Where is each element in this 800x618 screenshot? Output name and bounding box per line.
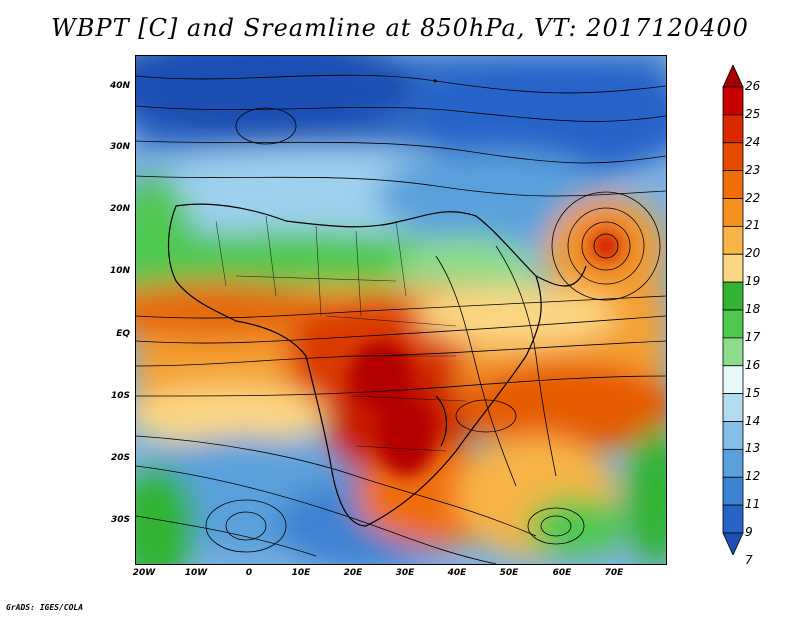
map-title: WBPT [C] and Sreamline at 850hPa, VT: 20… (51, 14, 749, 42)
colorbar-swatch (722, 170, 744, 199)
lon-label-20e: 20E (343, 568, 363, 578)
colorbar-label: 20 (745, 246, 761, 260)
colorbar-label: 24 (745, 135, 761, 149)
lat-label-40n: 40N (109, 81, 130, 91)
colorbar-cap-top (722, 65, 744, 88)
lon-label-0: 0 (245, 568, 253, 578)
colorbar-swatch (722, 253, 744, 283)
colorbar-swatch (722, 142, 744, 172)
lat-label-eq: EQ (116, 329, 130, 339)
lon-label-70e: 70E (604, 568, 624, 578)
colorbar-swatch (722, 393, 744, 422)
colorbar-label: 19 (745, 274, 761, 288)
colorbar-label: 12 (745, 469, 761, 483)
colorbar-cap-bottom (722, 532, 744, 555)
colorbar-swatch (722, 114, 744, 144)
map-panel (135, 55, 667, 565)
colorbar-label: 21 (745, 218, 761, 232)
colorbar-label: 13 (745, 441, 761, 455)
colorbar-label: 18 (745, 302, 761, 316)
lon-label-10w: 10W (184, 568, 208, 578)
country-borders (215, 215, 467, 452)
lon-label-60e: 60E (552, 568, 572, 578)
lon-label-50e: 50E (499, 568, 519, 578)
colorbar-swatch (722, 504, 744, 534)
lon-label-20w: 20W (132, 568, 156, 578)
lat-label-30s: 30S (110, 515, 130, 525)
colorbar-label: 14 (745, 414, 761, 428)
colorbar-label: 11 (745, 497, 761, 511)
colorbar-swatch (722, 225, 744, 255)
lat-label-20n: 20N (109, 204, 130, 214)
colorbar-swatch (722, 337, 744, 367)
lon-label-30e: 30E (395, 568, 415, 578)
colorbar-swatch (722, 309, 744, 339)
colorbar-swatch (722, 198, 744, 227)
colorbar-swatch (722, 281, 744, 311)
streamlines (136, 74, 666, 564)
colorbar-swatch (722, 86, 744, 116)
lat-label-10n: 10N (109, 266, 130, 276)
coastline (167, 203, 587, 527)
colorbar-label: 25 (745, 107, 761, 121)
colorbar-label: 23 (745, 163, 761, 177)
colorbar-label: 22 (745, 191, 761, 205)
colorbar-label: 17 (745, 330, 761, 344)
colorbar-swatch (722, 476, 744, 506)
colorbar-swatch (722, 365, 744, 395)
lat-label-30n: 30N (109, 142, 130, 152)
colorbar-swatch (722, 448, 744, 478)
colorbar-label: 15 (745, 386, 761, 400)
colorbar-label: 7 (745, 553, 753, 567)
wbpt-field (136, 56, 666, 564)
lat-label-10s: 10S (110, 391, 130, 401)
lon-label-40e: 40E (447, 568, 467, 578)
colorbar-label: 26 (745, 79, 761, 93)
lat-label-20s: 20S (110, 453, 130, 463)
colorbar-label: 9 (745, 525, 753, 539)
colorbar-swatch (722, 421, 744, 450)
colorbar-label: 16 (745, 358, 761, 372)
footer-credit: GrADS: IGES/COLA (6, 603, 84, 612)
colorbar (722, 65, 744, 555)
lon-label-10e: 10E (291, 568, 311, 578)
